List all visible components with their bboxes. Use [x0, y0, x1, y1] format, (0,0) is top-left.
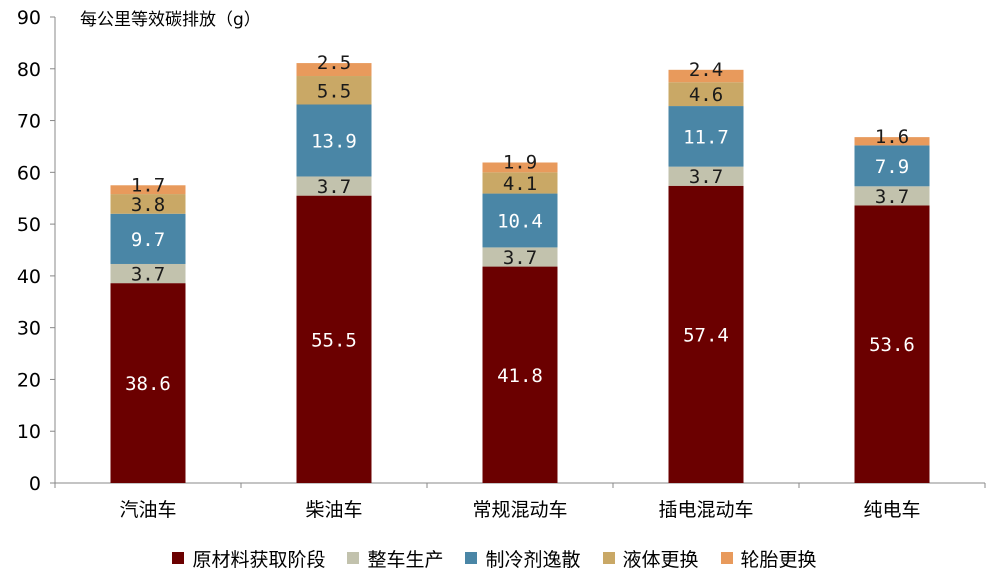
category-label: 纯电车 [863, 499, 920, 521]
data-label: 11.7 [683, 126, 729, 148]
legend-item: 轮胎更换 [720, 545, 817, 572]
bar-segment [668, 82, 744, 107]
bar-stack: 57.4 3.7 11.7 4.6 2.4 [668, 59, 744, 483]
legend-swatch [347, 552, 360, 564]
data-label: 3.7 [131, 264, 165, 286]
bar-segment [296, 104, 372, 177]
data-label: 3.7 [317, 176, 351, 198]
bar-segment [854, 145, 930, 187]
bar-segment [296, 195, 372, 483]
bar-segment [854, 205, 930, 483]
bar-segment [296, 176, 372, 196]
y-tick-label: 60 [17, 162, 41, 184]
y-tick-label: 0 [29, 473, 41, 495]
data-label: 10.4 [497, 210, 543, 232]
bar-segment [854, 137, 930, 146]
y-tick-label: 20 [17, 369, 41, 391]
bar-segment [110, 185, 186, 195]
data-label: 2.4 [689, 59, 723, 81]
data-label: 41.8 [497, 365, 543, 387]
bar-segment [482, 172, 558, 194]
legend-label: 液体更换 [622, 548, 699, 571]
legend-item: 制冷剂逸散 [465, 545, 581, 572]
legend-item: 液体更换 [602, 545, 699, 572]
y-tick-label: 90 [17, 7, 41, 29]
bar-segment [110, 213, 186, 264]
y-tick-label: 10 [17, 421, 41, 443]
legend-item: 整车生产 [347, 545, 443, 572]
x-axis: 汽油车 柴油车 常规混动车 插电混动车 纯电车 [54, 482, 986, 521]
data-label: 55.5 [311, 329, 357, 351]
data-label: 1.9 [503, 151, 537, 173]
bar-segment [668, 106, 744, 167]
data-label: 13.9 [311, 130, 357, 152]
bar-segment [296, 63, 372, 77]
y-axis: 0 10 20 30 40 50 60 70 80 90 [17, 7, 56, 495]
data-label: 5.5 [317, 80, 351, 102]
bar-segment [110, 263, 186, 284]
legend-label: 制冷剂逸散 [485, 548, 581, 571]
bar-segment [668, 185, 744, 483]
legend-label: 原材料获取阶段 [192, 548, 326, 571]
bar-stack: 41.8 3.7 10.4 4.11.9 [482, 151, 558, 483]
legend-swatch [720, 552, 733, 564]
bar-stack: 53.6 3.7 7.9 1.6 [854, 126, 930, 483]
category-label: 汽油车 [119, 499, 176, 521]
y-tick-label: 70 [17, 111, 41, 133]
y-tick-label: 80 [17, 59, 41, 81]
data-label: 53.6 [869, 334, 915, 356]
bar-segment [668, 69, 744, 83]
data-label: 57.4 [683, 324, 729, 346]
data-label: 1.7 [131, 174, 165, 196]
bar-segment [854, 186, 930, 206]
data-label: 7.9 [875, 156, 909, 178]
category-label: 插电混动车 [658, 499, 753, 521]
bar-segment [482, 266, 558, 483]
legend-swatch [172, 552, 185, 564]
y-tick-label: 40 [17, 266, 41, 288]
category-label: 柴油车 [305, 499, 362, 521]
legend-swatch [465, 552, 478, 564]
data-label: 38.6 [125, 373, 171, 395]
data-label: 3.7 [503, 247, 537, 269]
category-label: 常规混动车 [472, 499, 567, 521]
bar-segment [668, 166, 744, 186]
data-label: 2.5 [317, 52, 351, 74]
y-tick-label: 50 [17, 214, 41, 236]
legend-item: 原材料获取阶段 [172, 545, 325, 572]
bar-segment [110, 194, 186, 214]
data-label: 3.7 [689, 166, 723, 188]
legend-label: 轮胎更换 [740, 548, 817, 571]
bar-stack: 38.6 3.7 9.7 3.81.7 [110, 174, 186, 483]
data-label: 3.7 [875, 186, 909, 208]
data-label: 4.1 [503, 173, 537, 195]
legend: 原材料获取阶段 整车生产 制冷剂逸散 液体更换 轮胎更换 [0, 540, 989, 576]
bar-stack: 55.5 3.7 13.9 5.5 2.5 [296, 52, 372, 483]
legend-swatch [602, 552, 615, 564]
data-label: 4.6 [689, 84, 723, 106]
bar-stacks: 38.6 3.7 9.7 3.81.7 55.5 3.7 13.9 5.5 2.5 41.8 3.7… [110, 52, 930, 483]
bar-segment [482, 193, 558, 248]
bar-segment [482, 247, 558, 267]
bar-segment [296, 76, 372, 105]
bar-segment [110, 283, 186, 483]
data-label: 9.7 [131, 229, 165, 251]
legend-label: 整车生产 [367, 548, 444, 571]
bar-segment [482, 162, 558, 173]
data-label: 3.8 [131, 194, 165, 216]
y-tick-label: 30 [17, 318, 41, 340]
data-label: 1.6 [875, 126, 909, 148]
chart-title: 每公里等效碳排放（g） [80, 10, 261, 30]
